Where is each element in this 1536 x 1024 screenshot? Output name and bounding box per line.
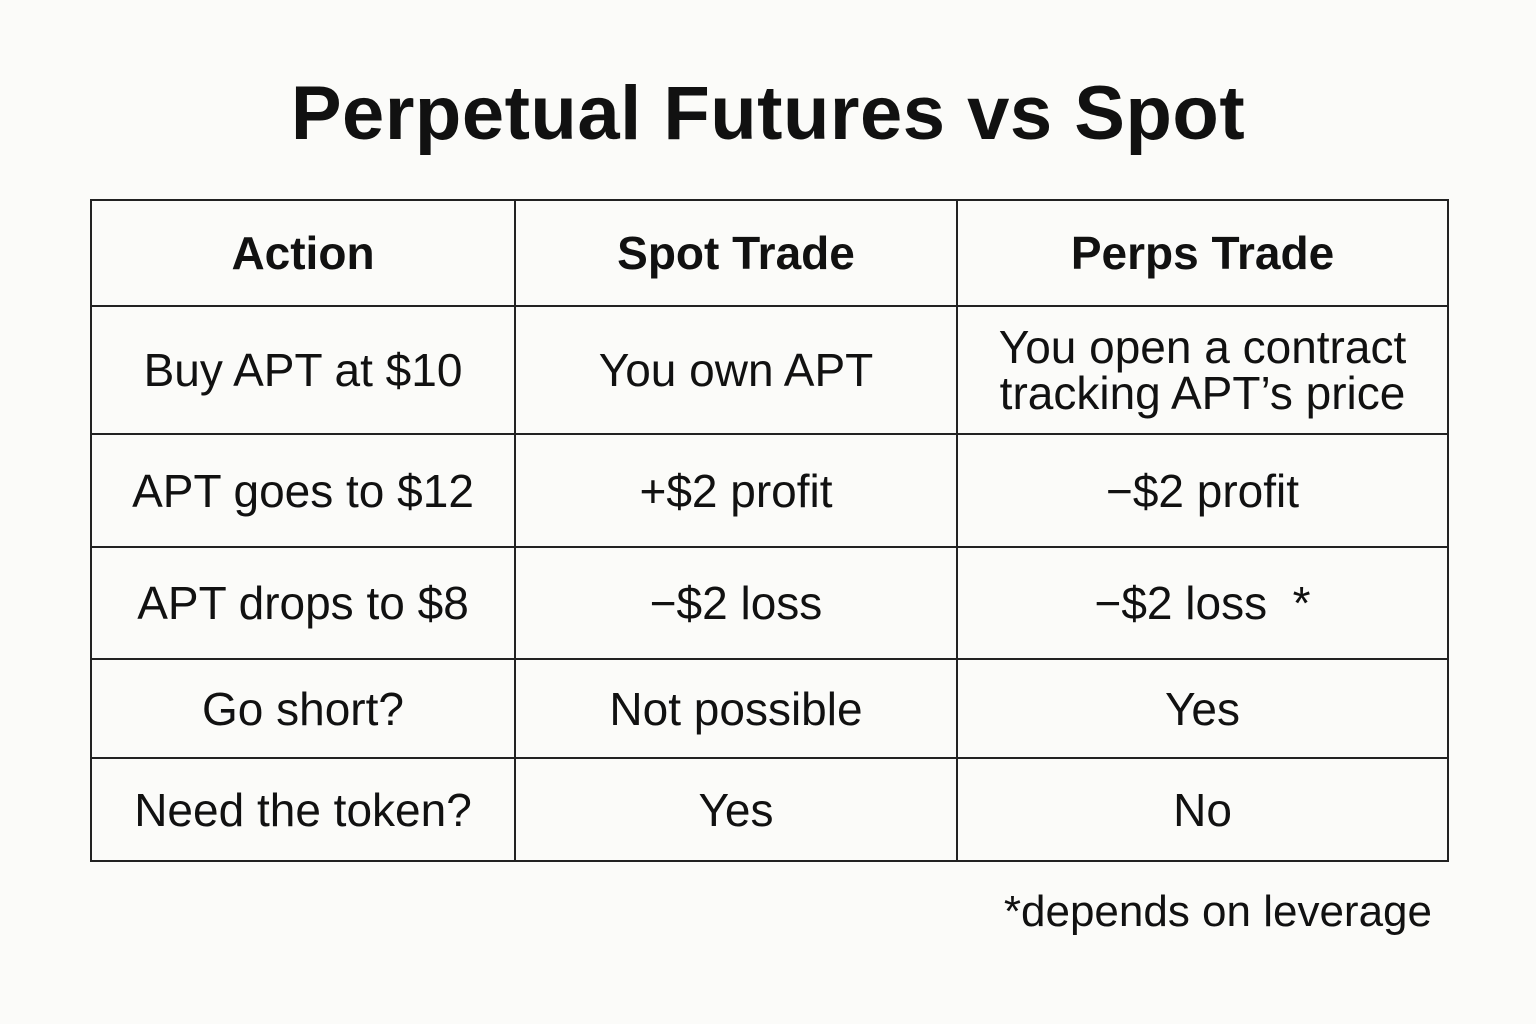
table-row: APT drops to $8 −$2 loss −$2 loss * (90, 546, 1449, 660)
spot-cell: Yes (514, 757, 958, 862)
spot-cell: You own APT (514, 305, 958, 435)
perps-cell: You open a contract tracking APT’s price (956, 305, 1449, 435)
action-cell: APT drops to $8 (90, 546, 516, 660)
action-cell: Buy APT at $10 (90, 305, 516, 435)
footnote: *depends on leverage (1003, 887, 1432, 936)
table-row: APT goes to $12 +$2 profit −$2 profit (90, 433, 1449, 548)
column-header-perps-trade: Perps Trade (956, 199, 1449, 307)
column-header-action: Action (90, 199, 516, 307)
spot-cell: Not possible (514, 658, 958, 759)
page-title: Perpetual Futures vs Spot (290, 71, 1246, 156)
perps-cell: No (956, 757, 1449, 862)
action-cell: APT goes to $12 (90, 433, 516, 548)
table-row: Need the token? Yes No (90, 757, 1449, 862)
perps-cell: −$2 profit (956, 433, 1449, 548)
table-row: Go short? Not possible Yes (90, 658, 1449, 759)
column-header-spot-trade: Spot Trade (514, 199, 958, 307)
perps-cell: −$2 loss * (956, 546, 1449, 660)
spot-cell: −$2 loss (514, 546, 958, 660)
table-row: Buy APT at $10 You own APT You open a co… (90, 305, 1449, 435)
action-cell: Need the token? (90, 757, 516, 862)
spot-cell: +$2 profit (514, 433, 958, 548)
comparison-table: Action Spot Trade Perps Trade Buy APT at… (90, 199, 1449, 862)
action-cell: Go short? (90, 658, 516, 759)
perps-cell: Yes (956, 658, 1449, 759)
table-header-row: Action Spot Trade Perps Trade (90, 199, 1449, 307)
